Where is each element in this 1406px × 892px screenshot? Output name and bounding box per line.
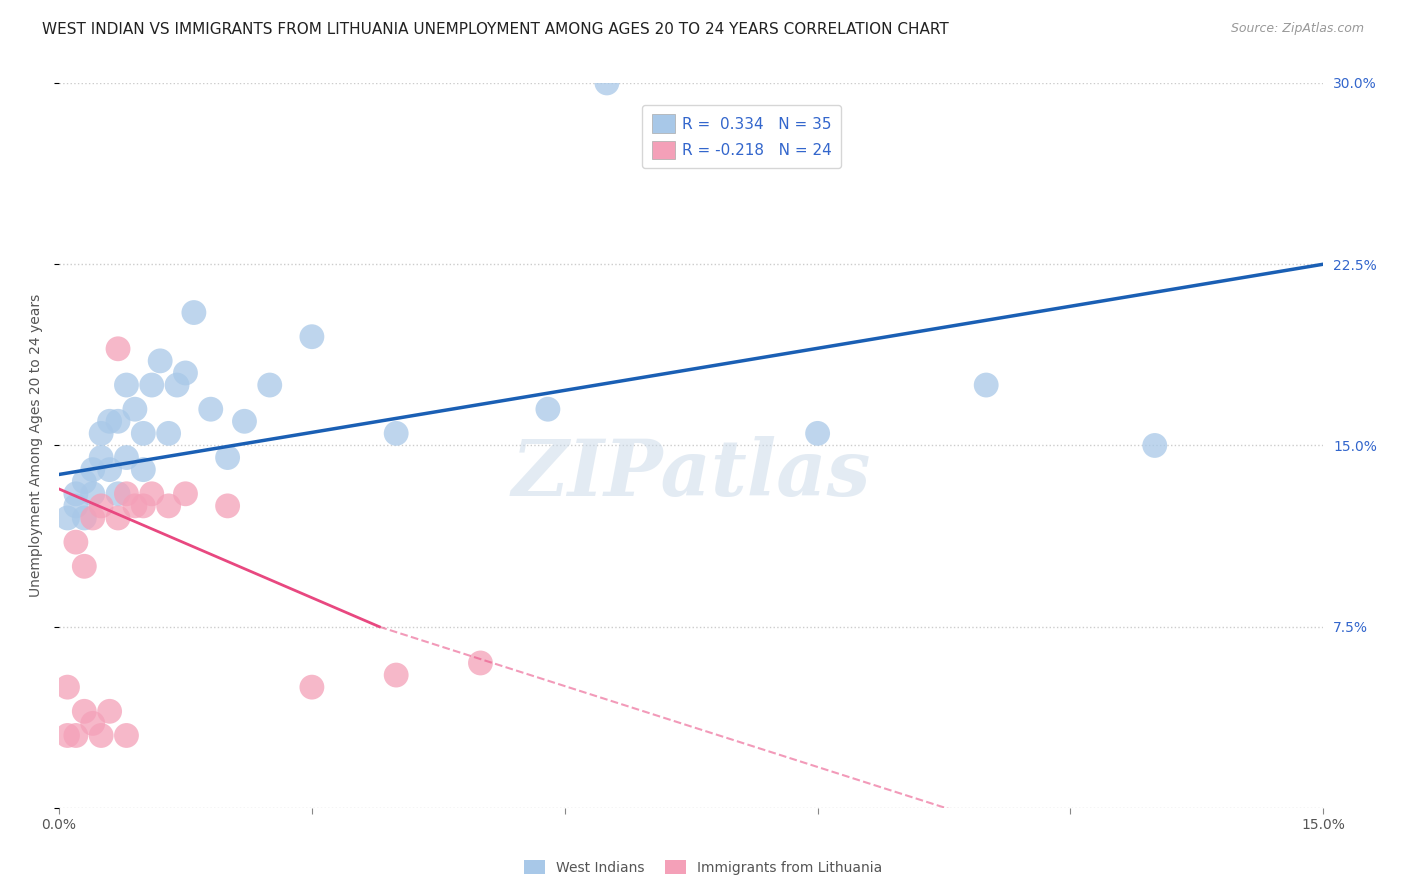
Point — [115, 450, 138, 465]
Point — [115, 729, 138, 743]
Point — [174, 487, 197, 501]
Point — [82, 462, 104, 476]
Point — [200, 402, 222, 417]
Point — [301, 680, 323, 694]
Point — [90, 499, 112, 513]
Point — [157, 426, 180, 441]
Point — [470, 656, 492, 670]
Point — [157, 499, 180, 513]
Point — [132, 462, 155, 476]
Point — [65, 729, 87, 743]
Point — [807, 426, 830, 441]
Legend: R =  0.334   N = 35, R = -0.218   N = 24: R = 0.334 N = 35, R = -0.218 N = 24 — [643, 105, 841, 169]
Point — [132, 426, 155, 441]
Text: Source: ZipAtlas.com: Source: ZipAtlas.com — [1230, 22, 1364, 36]
Point — [107, 414, 129, 428]
Point — [73, 704, 96, 718]
Point — [149, 354, 172, 368]
Point — [73, 559, 96, 574]
Point — [974, 378, 997, 392]
Text: ZIPatlas: ZIPatlas — [512, 436, 870, 513]
Point — [166, 378, 188, 392]
Point — [385, 668, 408, 682]
Point — [107, 487, 129, 501]
Point — [56, 511, 79, 525]
Point — [73, 511, 96, 525]
Point — [124, 499, 146, 513]
Point — [56, 680, 79, 694]
Point — [174, 366, 197, 380]
Point — [98, 414, 121, 428]
Point — [124, 402, 146, 417]
Point — [132, 499, 155, 513]
Point — [141, 487, 163, 501]
Point — [115, 378, 138, 392]
Text: WEST INDIAN VS IMMIGRANTS FROM LITHUANIA UNEMPLOYMENT AMONG AGES 20 TO 24 YEARS : WEST INDIAN VS IMMIGRANTS FROM LITHUANIA… — [42, 22, 949, 37]
Point — [73, 475, 96, 489]
Legend: West Indians, Immigrants from Lithuania: West Indians, Immigrants from Lithuania — [519, 855, 887, 880]
Point — [217, 450, 239, 465]
Point — [385, 426, 408, 441]
Point — [537, 402, 560, 417]
Point — [90, 450, 112, 465]
Point — [82, 511, 104, 525]
Point — [217, 499, 239, 513]
Point — [65, 487, 87, 501]
Point — [233, 414, 256, 428]
Point — [90, 729, 112, 743]
Point — [90, 426, 112, 441]
Y-axis label: Unemployment Among Ages 20 to 24 years: Unemployment Among Ages 20 to 24 years — [30, 293, 44, 597]
Point — [301, 329, 323, 343]
Point — [65, 535, 87, 549]
Point — [596, 76, 619, 90]
Point — [82, 716, 104, 731]
Point — [82, 487, 104, 501]
Point — [259, 378, 281, 392]
Point — [98, 462, 121, 476]
Point — [107, 511, 129, 525]
Point — [1143, 438, 1166, 452]
Point — [65, 499, 87, 513]
Point — [98, 704, 121, 718]
Point — [183, 305, 205, 319]
Point — [56, 729, 79, 743]
Point — [141, 378, 163, 392]
Point — [115, 487, 138, 501]
Point — [107, 342, 129, 356]
